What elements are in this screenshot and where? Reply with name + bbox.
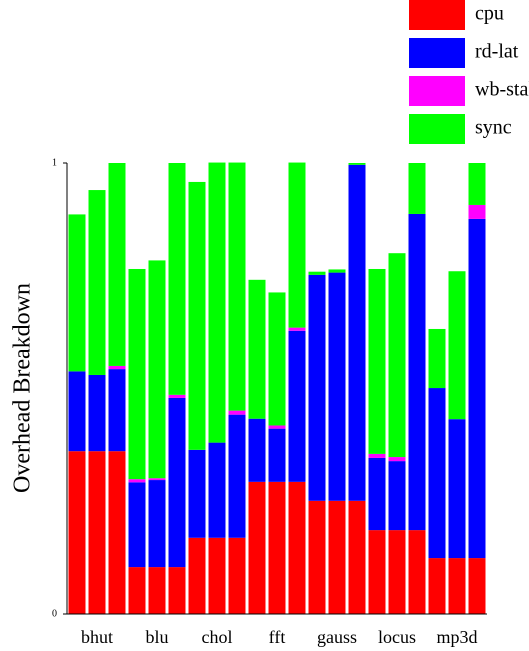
legend-label: rd-lat	[475, 41, 519, 63]
bar-segment	[208, 442, 226, 538]
bar-segment	[68, 451, 86, 614]
bar-segment	[268, 481, 286, 614]
bar-segment	[368, 268, 386, 454]
bar-segment	[188, 537, 206, 614]
bar-segment	[168, 397, 186, 568]
y-tick-label: 0	[52, 608, 57, 619]
bar-segment	[388, 530, 406, 614]
bar-segment	[228, 410, 246, 415]
legend-swatch	[409, 76, 465, 106]
bar-segment	[228, 162, 246, 411]
bar-segment	[148, 260, 166, 479]
bar-segment	[248, 418, 266, 482]
legend-swatch	[409, 0, 465, 30]
bar-segment	[428, 328, 446, 389]
x-tick-label: bhut	[81, 627, 113, 647]
bar-segment	[368, 453, 386, 458]
bar-segment	[348, 163, 366, 165]
bar-segment	[268, 425, 286, 429]
bar-segment	[208, 162, 226, 443]
legend-swatch	[409, 38, 465, 68]
bar-segment	[408, 163, 426, 214]
bar-segment	[168, 394, 186, 398]
bar-segment	[188, 181, 206, 450]
bar-segment	[88, 451, 106, 614]
y-tick-label: 1	[52, 157, 57, 168]
bar-segment	[368, 457, 386, 531]
bar-segment	[468, 558, 486, 614]
bar-segment	[428, 388, 446, 559]
bar-segment	[368, 530, 386, 614]
bar-segment	[148, 478, 166, 481]
bar-segment	[248, 481, 266, 614]
bar-segment	[448, 558, 466, 614]
bar-segment	[328, 269, 346, 273]
bar-segment	[128, 567, 146, 614]
y-axis-label: Overhead Breakdown	[10, 283, 36, 493]
bar-segment	[248, 279, 266, 419]
bar-segment	[168, 567, 186, 614]
bar-segment	[308, 271, 326, 275]
bar-segment	[108, 365, 126, 370]
bar-segment	[168, 163, 186, 395]
bar-segment	[408, 213, 426, 531]
bar-segment	[328, 500, 346, 614]
legend-swatch	[409, 114, 465, 144]
bar-segment	[228, 414, 246, 538]
bar-segment	[88, 374, 106, 452]
bar-segment	[268, 428, 286, 482]
bar-segment	[68, 214, 86, 372]
bar-segment	[388, 461, 406, 531]
bar-segment	[468, 204, 486, 219]
bar-segment	[188, 449, 206, 538]
x-tick-label: locus	[378, 627, 416, 647]
bar-segment	[128, 479, 146, 483]
bar-segment	[328, 272, 346, 501]
bar-segment	[288, 330, 306, 482]
bar-segment	[468, 218, 486, 559]
bar-segment	[448, 271, 466, 420]
legend-label: cpu	[475, 3, 504, 25]
bar-segment	[428, 558, 446, 614]
legend-label: sync	[475, 117, 512, 139]
bar-segment	[308, 500, 326, 614]
bar-segment	[148, 480, 166, 568]
bar-segment	[348, 164, 366, 501]
bar-segment	[448, 419, 466, 559]
bar-segment	[348, 500, 366, 614]
bar-segment	[288, 327, 306, 331]
bar-segment	[108, 369, 126, 452]
bar-segment	[468, 163, 486, 205]
bar-segment	[208, 537, 226, 614]
bar-segment	[108, 451, 126, 614]
bar-segment	[408, 530, 426, 614]
bar-segment	[388, 457, 406, 462]
x-tick-label: mp3d	[436, 627, 477, 647]
bar-segment	[308, 274, 326, 501]
bar-segment	[268, 292, 286, 426]
bar-segment	[128, 482, 146, 568]
bar-segment	[108, 163, 126, 366]
bar-segment	[148, 567, 166, 614]
x-tick-label: chol	[202, 627, 233, 647]
bar-segment	[388, 253, 406, 458]
x-tick-label: fft	[269, 627, 286, 647]
x-tick-label: blu	[145, 627, 168, 647]
bar-segment	[128, 268, 146, 480]
bar-segment	[228, 537, 246, 614]
legend-label: wb-stall	[475, 79, 529, 101]
bar-segment	[88, 190, 106, 375]
bar-segment	[288, 481, 306, 614]
x-tick-label: gauss	[317, 627, 357, 647]
bar-segment	[68, 371, 86, 452]
bar-segment	[288, 162, 306, 328]
